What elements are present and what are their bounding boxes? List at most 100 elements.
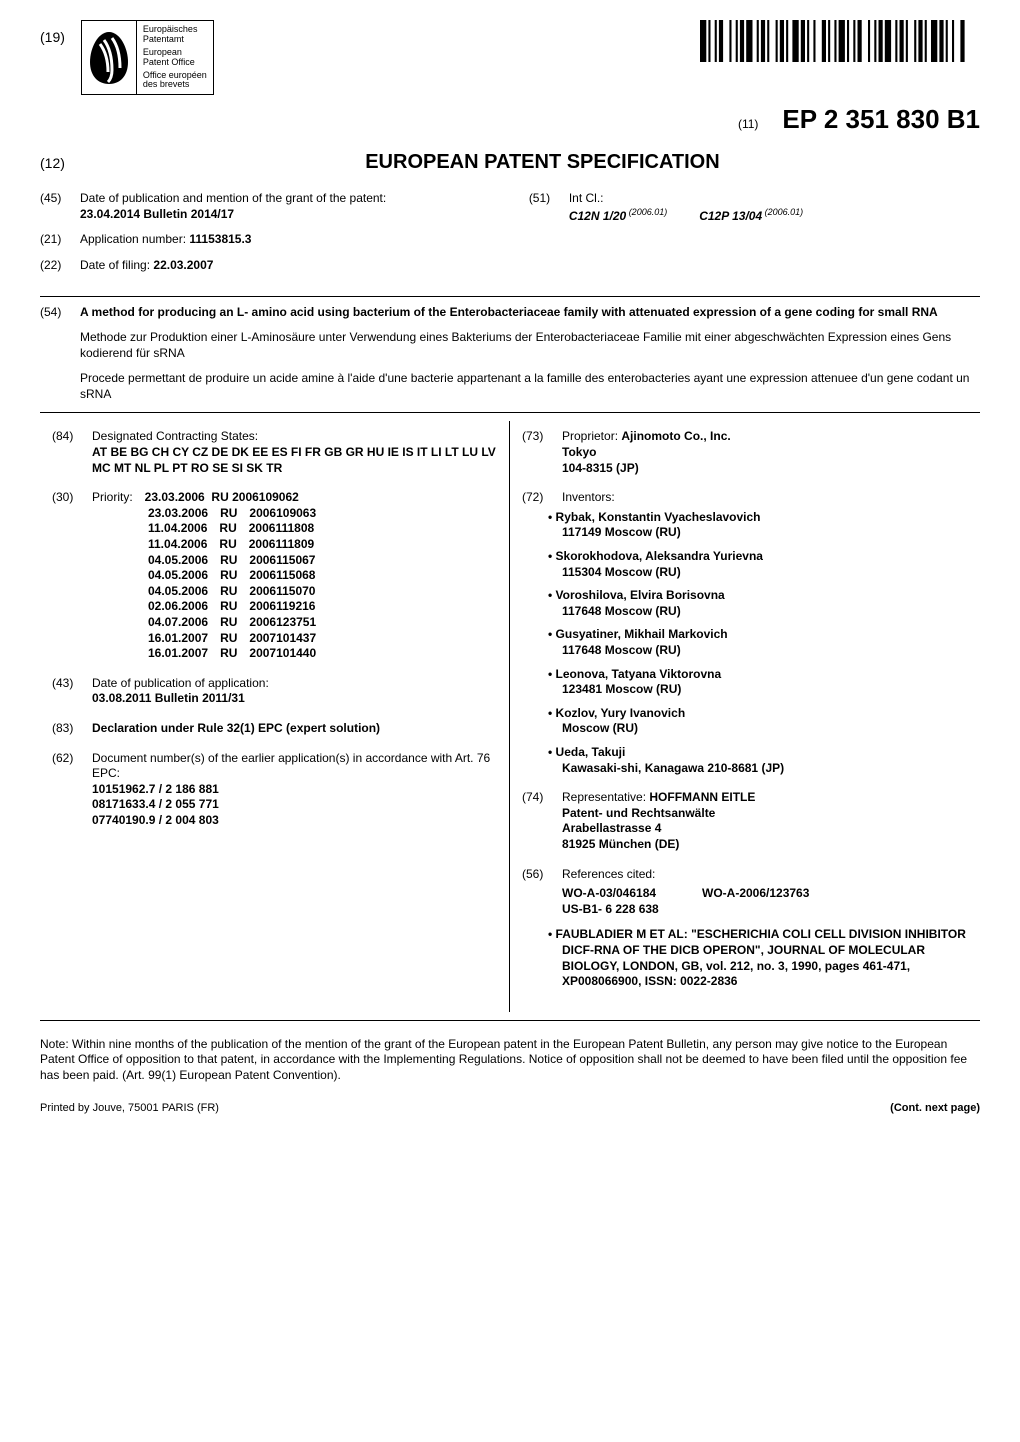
prio-date: 23.03.2006 bbox=[148, 506, 208, 522]
field-num: (43) bbox=[52, 676, 84, 692]
footer-printer: Printed by Jouve, 75001 PARIS (FR) bbox=[40, 1101, 219, 1115]
prio-date: 11.04.2006 bbox=[148, 521, 207, 537]
inventor: Voroshilova, Elvira Borisovna117648 Mosc… bbox=[562, 588, 968, 619]
side-pubnum: EP 2 351 830 B1 bbox=[0, 944, 6, 1096]
appnum-value: 11153815.3 bbox=[189, 232, 251, 246]
inventor-addr: 117149 Moscow (RU) bbox=[562, 525, 968, 541]
title-en: A method for producing an L- amino acid … bbox=[80, 305, 938, 321]
field-num: (73) bbox=[522, 429, 554, 445]
office-code: (19) bbox=[40, 20, 65, 46]
prio-date: 04.05.2006 bbox=[148, 584, 208, 600]
prio-app: 2006119216 bbox=[249, 599, 315, 615]
priority-row: 02.06.2006 RU 2006119216 bbox=[148, 599, 497, 615]
priority-row: 04.05.2006RU2006115067 bbox=[148, 553, 497, 569]
prio-app: 2006115067 bbox=[249, 553, 315, 569]
logo-line: Patent Office bbox=[143, 58, 207, 68]
inventor-name: Leonova, Tatyana Viktorovna bbox=[562, 667, 968, 683]
inventor: Ueda, TakujiKawasaki-shi, Kanagawa 210-8… bbox=[562, 745, 968, 776]
top-meta: (45) Date of publication and mention of … bbox=[40, 191, 980, 283]
representative: (74) Representative: HOFFMANN EITLE Pate… bbox=[522, 790, 968, 852]
left-column: (84) Designated Contracting States: AT B… bbox=[40, 421, 510, 1011]
prio-cc: RU bbox=[220, 584, 237, 600]
refs-label: References cited: bbox=[562, 867, 655, 883]
ipc-year: (2006.01) bbox=[762, 207, 803, 217]
inventor: Rybak, Konstantin Vyacheslavovich117149 … bbox=[562, 510, 968, 541]
earlier-applications: (62) Document number(s) of the earlier a… bbox=[52, 751, 497, 829]
proprietor-city: Tokyo bbox=[562, 445, 596, 459]
earlier-value: 08171633.4 / 2 055 771 bbox=[92, 797, 497, 813]
inventors-label: Inventors: bbox=[562, 490, 615, 506]
filing-date: (22) Date of filing: 22.03.2007 bbox=[40, 258, 491, 274]
doc-kind-row: (12) EUROPEAN PATENT SPECIFICATION bbox=[40, 149, 980, 175]
priority-row: 04.05.2006RU2006115068 bbox=[148, 568, 497, 584]
inventor-name: Kozlov, Yury Ivanovich bbox=[562, 706, 968, 722]
field-num: (56) bbox=[522, 867, 554, 883]
prio-cc: RU bbox=[220, 615, 237, 631]
prio-date: 02.06.2006 bbox=[148, 599, 208, 615]
proprietor-name: Ajinomoto Co., Inc. bbox=[621, 429, 730, 443]
inventor-name: Gusyatiner, Mikhail Markovich bbox=[562, 627, 968, 643]
field-num: (30) bbox=[52, 490, 84, 506]
filing-label: Date of filing: bbox=[80, 258, 150, 272]
prio-cc: RU bbox=[220, 631, 237, 647]
inventor-addr: 115304 Moscow (RU) bbox=[562, 565, 968, 581]
declaration: (83) Declaration under Rule 32(1) EPC (e… bbox=[52, 721, 497, 737]
states-label: Designated Contracting States: bbox=[92, 429, 258, 443]
prio-app: 2007101437 bbox=[249, 631, 316, 647]
prio-cc: RU bbox=[220, 646, 237, 662]
earlier-value: 07740190.9 / 2 004 803 bbox=[92, 813, 497, 829]
proprietor-label: Proprietor: bbox=[562, 429, 618, 443]
inventors: (72) Inventors: Rybak, Konstantin Vyache… bbox=[522, 490, 968, 776]
prio-app: 2006115068 bbox=[249, 568, 315, 584]
epo-logo-icon bbox=[82, 26, 136, 90]
refs-paragraph-text: FAUBLADIER M ET AL: "ESCHERICHIA COLI CE… bbox=[556, 927, 966, 988]
ref-a: WO-A-03/046184 bbox=[562, 886, 702, 902]
prio-app: 2006109063 bbox=[249, 506, 316, 522]
priority-row: 11.04.2006RU2006111809 bbox=[148, 537, 497, 553]
prio-cc: RU bbox=[219, 537, 236, 553]
earlier-label: Document number(s) of the earlier applic… bbox=[92, 751, 490, 781]
doc-kind-title: EUROPEAN PATENT SPECIFICATION bbox=[105, 149, 980, 175]
divider bbox=[40, 412, 980, 413]
prio-app: 2006109062 bbox=[232, 490, 299, 504]
pub-mention-text: Date of publication and mention of the g… bbox=[80, 191, 386, 205]
prio-cc: RU bbox=[211, 490, 228, 504]
logo-line: des brevets bbox=[143, 80, 207, 90]
prio-date: 23.03.2006 bbox=[145, 490, 205, 504]
references-cited: (56) References cited: WO-A-03/046184WO-… bbox=[522, 867, 968, 990]
refs-paragraph: FAUBLADIER M ET AL: "ESCHERICHIA COLI CE… bbox=[562, 927, 968, 989]
field-num: (72) bbox=[522, 490, 554, 506]
invention-titles: (54) A method for producing an L- amino … bbox=[40, 305, 980, 403]
prio-cc: RU bbox=[220, 568, 237, 584]
application-number: (21) Application number: 11153815.3 bbox=[40, 232, 491, 248]
inventor-name: Voroshilova, Elvira Borisovna bbox=[562, 588, 968, 604]
prio-date: 04.05.2006 bbox=[148, 553, 208, 569]
rep-line: 81925 München (DE) bbox=[562, 837, 679, 851]
right-column: (73) Proprietor: Ajinomoto Co., Inc. Tok… bbox=[510, 421, 980, 1011]
field-num: (62) bbox=[52, 751, 84, 767]
inventor: Leonova, Tatyana Viktorovna123481 Moscow… bbox=[562, 667, 968, 698]
filing-value: 22.03.2007 bbox=[153, 258, 213, 272]
earlier-value: 10151962.7 / 2 186 881 bbox=[92, 782, 497, 798]
logo-line: Patentamt bbox=[143, 35, 207, 45]
header: (19) Europäisches Patentamt European Pat… bbox=[40, 20, 980, 95]
footer-cont: (Cont. next page) bbox=[890, 1101, 980, 1115]
prio-date: 11.04.2006 bbox=[148, 537, 207, 553]
inventor: Gusyatiner, Mikhail Markovich117648 Mosc… bbox=[562, 627, 968, 658]
priority-row: 23.03.2006RU2006109063 bbox=[148, 506, 497, 522]
prio-app: 2006111808 bbox=[249, 521, 314, 537]
pubapp-label: Date of publication of application: bbox=[92, 676, 269, 690]
divider bbox=[40, 1020, 980, 1021]
appnum-label: Application number: bbox=[80, 232, 186, 246]
prio-cc: RU bbox=[220, 599, 237, 615]
field-num: (22) bbox=[40, 258, 72, 274]
ipc-code: C12N 1/20 bbox=[569, 209, 626, 223]
priority-row: 16.01.2007RU2007101437 bbox=[148, 631, 497, 647]
priority-row: 04.07.2006RU2006123751 bbox=[148, 615, 497, 631]
priority-row: 11.04.2006RU2006111808 bbox=[148, 521, 497, 537]
inventor: Skorokhodova, Aleksandra Yurievna115304 … bbox=[562, 549, 968, 580]
ipc-year: (2006.01) bbox=[626, 207, 667, 217]
pub-mention: (45) Date of publication and mention of … bbox=[40, 191, 491, 222]
prio-app: 2006115070 bbox=[249, 584, 315, 600]
inventor: Kozlov, Yury IvanovichMoscow (RU) bbox=[562, 706, 968, 737]
